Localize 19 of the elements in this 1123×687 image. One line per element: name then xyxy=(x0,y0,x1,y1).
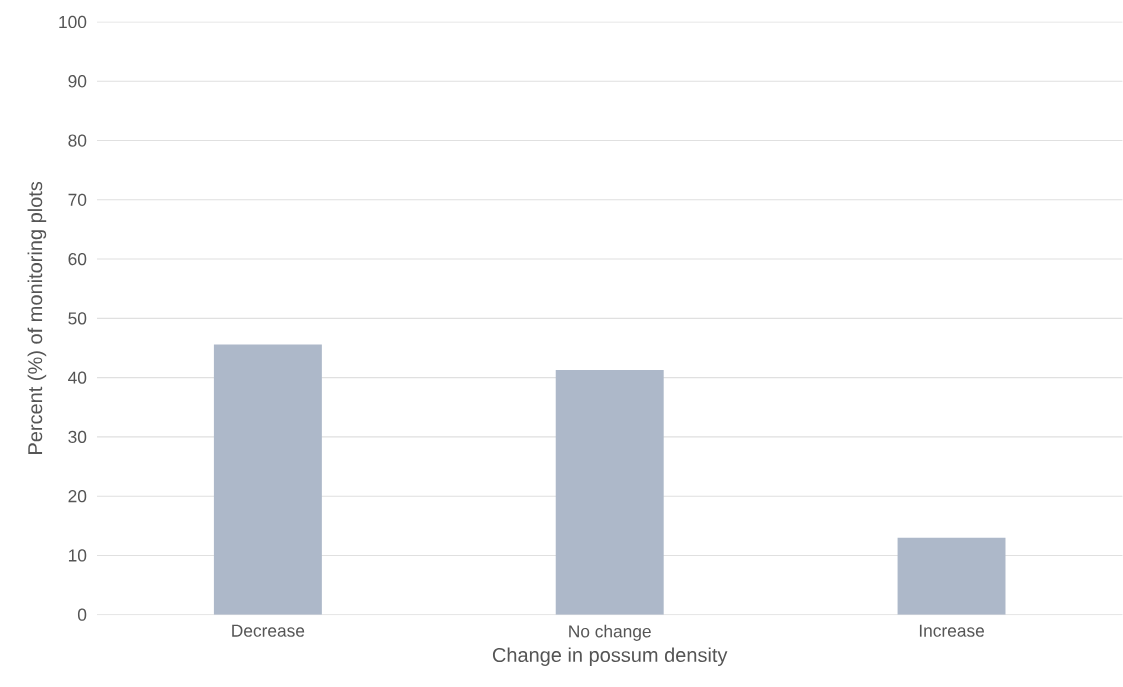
bar xyxy=(555,370,664,615)
x-tick-label: Increase xyxy=(919,624,984,637)
x-tick-label: No change xyxy=(569,624,651,642)
y-tick-label: 0 xyxy=(77,608,87,621)
y-tick-label: 70 xyxy=(68,193,87,207)
bar xyxy=(213,344,322,615)
y-tick-label: 10 xyxy=(68,549,87,562)
y-tick-label: 40 xyxy=(68,371,87,384)
x-tick-label: Decrease xyxy=(232,624,305,637)
bar xyxy=(897,537,1006,615)
y-tick-label: 30 xyxy=(68,430,87,444)
y-tick-label: 60 xyxy=(68,253,87,266)
x-axis-title: Change in possum density xyxy=(492,647,728,667)
y-tick-label: 20 xyxy=(68,490,87,503)
y-tick-label: 100 xyxy=(59,16,87,29)
y-tick-label: 50 xyxy=(68,312,87,325)
y-tick-label: 90 xyxy=(68,75,87,88)
y-tick-label: 80 xyxy=(68,134,87,147)
y-axis-title: Percent (%) of monitoring plots xyxy=(27,182,47,455)
